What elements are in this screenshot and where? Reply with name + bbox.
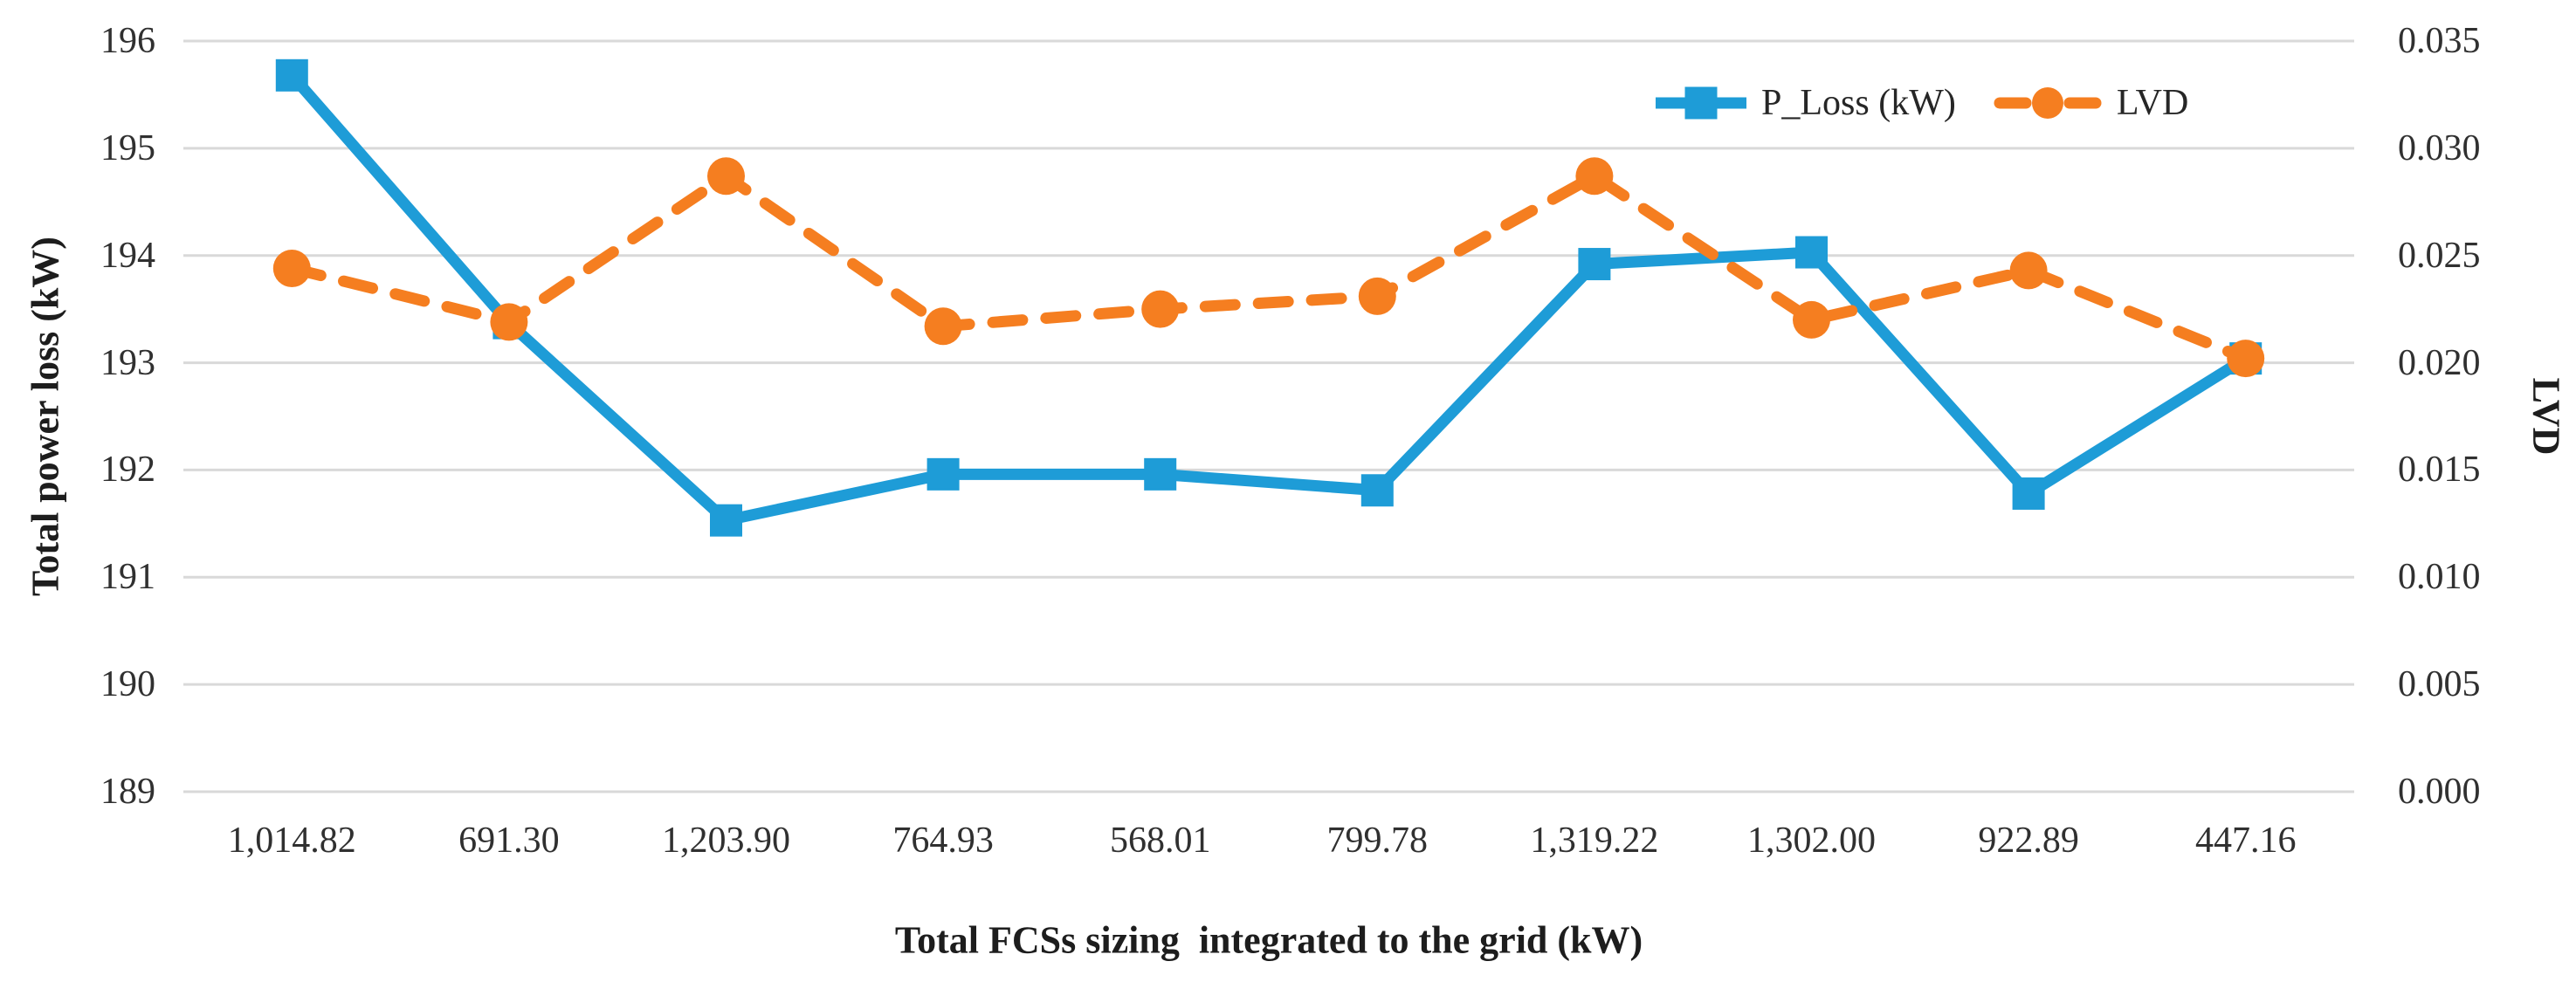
y-axis-tick-right: 0.015 — [2398, 450, 2481, 491]
y-axis-tick-left: 189 — [100, 772, 155, 812]
x-axis-tick: 1,302.00 — [1747, 821, 1876, 861]
data-point-circle — [2009, 251, 2048, 290]
data-point-circle — [1358, 277, 1396, 315]
data-point-circle — [1141, 290, 1180, 328]
data-point-circle — [1793, 300, 1830, 339]
x-axis-tick: 1,319.22 — [1530, 821, 1659, 861]
data-point-square — [1578, 248, 1611, 281]
data-point-square — [926, 457, 960, 491]
legend-label-lvd: LVD — [2116, 83, 2189, 123]
data-point-circle — [272, 249, 311, 287]
y-axis-tick-right: 0.005 — [2398, 664, 2481, 705]
legend: P_Loss (kW) LVD — [1653, 81, 2188, 125]
ploss-line-square-icon — [1656, 86, 1746, 120]
data-point-square — [1144, 457, 1177, 491]
data-point-circle — [707, 157, 745, 196]
y-axis-tick-left: 190 — [100, 664, 155, 705]
x-axis-tick: 799.78 — [1326, 821, 1429, 861]
legend-item-ploss: P_Loss (kW) — [1653, 82, 1956, 124]
y-axis-tick-right: 0.035 — [2398, 21, 2481, 61]
data-point-square — [2012, 477, 2045, 510]
data-point-square — [710, 504, 742, 537]
data-point-square — [1795, 236, 1828, 269]
x-axis-tick: 568.01 — [1109, 821, 1211, 861]
y-axis-tick-left: 195 — [100, 127, 155, 168]
y-axis-tick-right: 0.010 — [2398, 557, 2481, 598]
x-axis-tick: 1,203.90 — [662, 821, 790, 861]
y-axis-tick-right: 0.025 — [2398, 235, 2481, 276]
y-axis-tick-left: 192 — [100, 450, 155, 491]
x-axis-tick: 691.30 — [458, 821, 560, 861]
x-axis-title: Total FCSs sizing integrated to the grid… — [894, 918, 1643, 962]
x-axis-tick: 1,014.82 — [227, 821, 356, 861]
x-axis-tick: 447.16 — [2194, 821, 2297, 861]
data-point-square — [275, 58, 308, 92]
x-axis-tick: 764.93 — [892, 821, 994, 861]
legend-label-ploss: P_Loss (kW) — [1761, 83, 1956, 123]
y-axis-title-right: LVD — [2524, 377, 2568, 456]
data-point-circle — [490, 303, 528, 341]
data-point-circle — [1575, 157, 1614, 196]
series-lvd — [272, 157, 2265, 378]
gridlines — [183, 39, 2354, 793]
y-axis-title-left: Total power loss (kW) — [24, 237, 67, 596]
y-axis-tick-left: 191 — [100, 557, 155, 598]
y-axis-tick-left: 193 — [100, 342, 155, 383]
y-axis-tick-right: 0.020 — [2398, 342, 2481, 383]
y-axis-tick-right: 0.030 — [2398, 127, 2481, 168]
data-point-circle — [924, 307, 962, 346]
data-point-square — [1360, 474, 1394, 507]
x-axis-tick: 922.89 — [1978, 821, 2079, 861]
data-point-circle — [2227, 340, 2265, 378]
y-axis-tick-left: 196 — [100, 21, 155, 61]
legend-item-lvd: LVD — [1991, 82, 2188, 124]
y-axis-tick-right: 0.000 — [2398, 772, 2481, 812]
y-axis-tick-left: 194 — [100, 235, 155, 276]
lvd-dashed-circle-icon — [1994, 87, 2102, 119]
